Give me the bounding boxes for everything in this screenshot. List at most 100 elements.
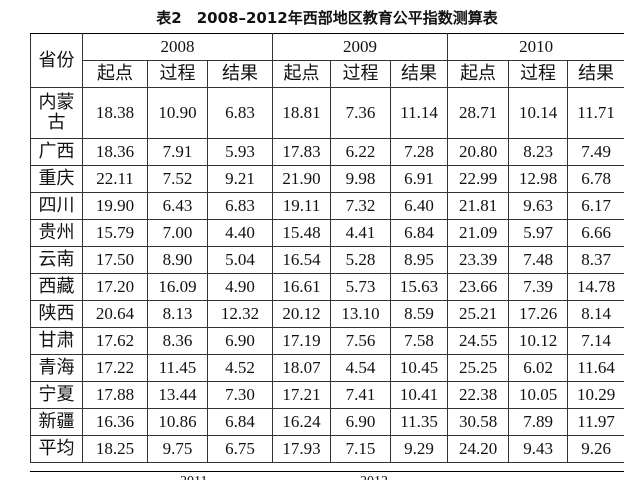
province-cell: 贵州 [30, 219, 83, 247]
value-cell: 8.14 [567, 300, 624, 328]
value-cell: 17.22 [82, 354, 148, 382]
value-cell: 23.39 [447, 246, 510, 274]
metric-header: 结果 [390, 60, 449, 88]
data-row: 青海 17.22 11.45 4.52 18.07 4.54 10.45 25.25 6.02 1… [30, 354, 624, 382]
value-cell: 12.32 [206, 300, 274, 328]
value-cell: 7.91 [147, 138, 208, 166]
value-cell: 7.15 [330, 435, 392, 463]
value-cell: 22.11 [82, 165, 148, 193]
value-cell: 6.84 [206, 408, 274, 436]
value-cell: 6.75 [206, 435, 274, 463]
value-cell: 10.41 [390, 381, 449, 409]
value-cell: 7.56 [330, 327, 392, 355]
value-cell: 17.20 [82, 273, 148, 301]
value-cell: 7.30 [206, 381, 274, 409]
value-cell: 24.20 [447, 435, 510, 463]
value-cell: 11.35 [390, 408, 449, 436]
province-cell: 内蒙古 [30, 87, 83, 139]
year-header: 2010 [447, 33, 624, 61]
value-cell: 16.36 [82, 408, 148, 436]
value-cell: 15.48 [272, 219, 332, 247]
value-cell: 22.99 [447, 165, 510, 193]
value-cell: 6.91 [390, 165, 449, 193]
data-row: 广西 18.36 7.91 5.93 17.83 6.22 7.28 20.80 8.23 7.4… [30, 138, 624, 166]
value-cell: 11.45 [147, 354, 208, 382]
value-cell: 25.25 [447, 354, 510, 382]
value-cell: 6.43 [147, 192, 208, 220]
value-cell: 20.12 [272, 300, 332, 328]
province-cell: 重庆 [30, 165, 83, 193]
value-cell: 13.10 [330, 300, 392, 328]
value-cell: 10.90 [147, 87, 208, 139]
metric-header: 结果 [567, 60, 624, 88]
value-cell: 21.09 [447, 219, 510, 247]
value-cell: 8.36 [147, 327, 208, 355]
value-cell: 7.52 [147, 165, 208, 193]
value-cell: 12.98 [508, 165, 569, 193]
value-cell: 21.81 [447, 192, 510, 220]
province-cell: 西藏 [30, 273, 83, 301]
value-cell: 6.83 [206, 192, 274, 220]
value-cell: 17.26 [508, 300, 569, 328]
value-cell: 15.79 [82, 219, 148, 247]
value-cell: 17.62 [82, 327, 148, 355]
value-cell: 19.90 [82, 192, 148, 220]
table-title: 表2 2008–2012年西部地区教育公平指数测算表 [156, 9, 498, 27]
value-cell: 9.21 [206, 165, 274, 193]
metric-header: 过程 [330, 60, 392, 88]
data-row: 甘肃 17.62 8.36 6.90 17.19 7.56 7.58 24.55 10.12 7.… [30, 327, 624, 355]
province-cell: 广西 [30, 138, 83, 166]
value-cell: 16.54 [272, 246, 332, 274]
value-cell: 8.59 [390, 300, 449, 328]
value-cell: 5.28 [330, 246, 392, 274]
data-row: 四川 19.90 6.43 6.83 19.11 7.32 6.40 21.81 9.63 6.1… [30, 192, 624, 220]
value-cell: 17.50 [82, 246, 148, 274]
header-row: 起点 过程 结果 起点 过程 结果 起点 过程 结果 [31, 60, 624, 88]
metric-header: 结果 [206, 60, 274, 88]
value-cell: 18.07 [272, 354, 332, 382]
value-cell: 11.71 [567, 87, 624, 139]
metric-header: 起点 [447, 60, 510, 88]
value-cell: 7.89 [508, 408, 569, 436]
value-cell: 24.55 [447, 327, 510, 355]
value-cell: 8.23 [508, 138, 569, 166]
value-cell: 10.05 [508, 381, 569, 409]
data-row: 重庆 22.11 7.52 9.21 21.90 9.98 6.91 22.99 12.98 6.… [30, 165, 624, 193]
province-cell: 青海 [30, 354, 83, 382]
value-cell: 11.14 [390, 87, 449, 139]
value-cell: 6.84 [390, 219, 449, 247]
value-cell: 8.90 [147, 246, 208, 274]
value-cell: 6.22 [330, 138, 392, 166]
next-table-header: 2011 2012 [30, 471, 624, 480]
value-cell: 6.40 [390, 192, 449, 220]
value-cell: 15.63 [390, 273, 449, 301]
value-cell: 7.58 [390, 327, 449, 355]
value-cell: 8.95 [390, 246, 449, 274]
value-cell: 18.36 [82, 138, 148, 166]
value-cell: 7.28 [390, 138, 449, 166]
province-cell: 陕西 [30, 300, 83, 328]
value-cell: 18.38 [82, 87, 148, 139]
value-cell: 19.11 [272, 192, 332, 220]
value-cell: 8.37 [567, 246, 624, 274]
data-row: 陕西 20.64 8.13 12.32 20.12 13.10 8.59 25.21 17.26… [30, 300, 624, 328]
data-row: 内蒙古 18.38 10.90 6.83 18.81 7.36 11.14 28.71 10.1… [30, 87, 624, 139]
year-header: 2012 [360, 474, 388, 480]
data-table: 省份 2008 2009 2010 起点 过程 结果 起点 过程 结果 起点 过程 结果 内蒙古 18.38… [30, 33, 624, 463]
value-cell: 8.13 [147, 300, 208, 328]
value-cell: 5.93 [206, 138, 274, 166]
data-row: 贵州 15.79 7.00 4.40 15.48 4.41 6.84 21.09 5.97 6.6… [30, 219, 624, 247]
province-cell: 新疆 [30, 408, 83, 436]
value-cell: 6.66 [567, 219, 624, 247]
value-cell: 9.26 [567, 435, 624, 463]
value-cell: 7.32 [330, 192, 392, 220]
value-cell: 14.78 [567, 273, 624, 301]
value-cell: 30.58 [447, 408, 510, 436]
value-cell: 10.86 [147, 408, 208, 436]
data-row: 宁夏 17.88 13.44 7.30 17.21 7.41 10.41 22.38 10.05… [30, 381, 624, 409]
province-header: 省份 [30, 33, 83, 88]
year-header: 2011 [180, 474, 207, 480]
value-cell: 6.90 [330, 408, 392, 436]
value-cell: 9.43 [508, 435, 569, 463]
